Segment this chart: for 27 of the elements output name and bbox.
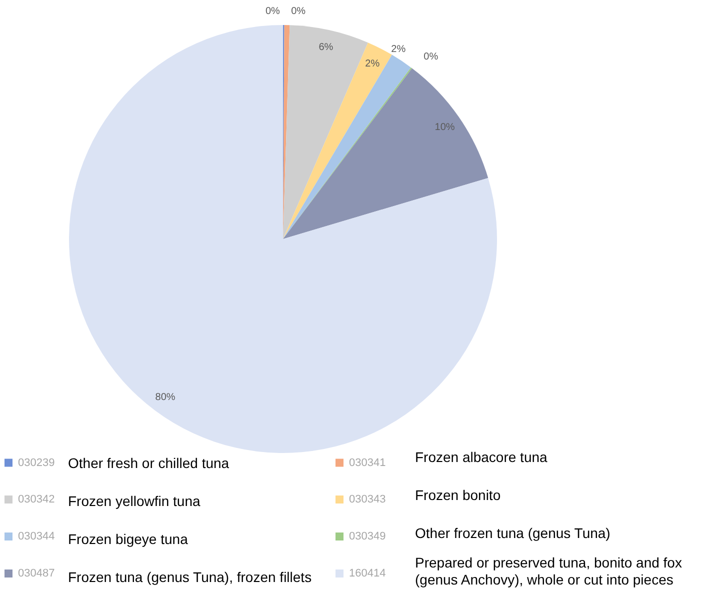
legend-label: 030341 <box>349 456 386 469</box>
data-label: 10% <box>434 122 455 133</box>
pie-slice <box>69 25 497 453</box>
pie-slice <box>283 68 488 239</box>
legend-label: 030342 <box>18 494 55 506</box>
legend-label: 030344 <box>18 530 55 542</box>
data-label: 2% <box>391 44 406 56</box>
legend-label: 030487 <box>18 568 55 580</box>
text: Frozen tuna (genus Tuna), frozen fillets <box>68 569 312 585</box>
text: Frozen yellowfin tuna <box>68 493 201 509</box>
data-label: 0% <box>424 52 438 63</box>
text: Other frozen tuna (genus Tuna) <box>415 525 610 541</box>
text: Frozen bonito <box>415 487 501 503</box>
data-label: 0% <box>291 6 306 18</box>
legend-label: 030239 <box>18 456 55 469</box>
data-label: 6% <box>318 42 334 53</box>
legend-label: 030349 <box>349 530 386 542</box>
text: Prepared or preserved tuna, bonito and fox (genus Anchovy), whole or cut into pieces <box>415 554 682 588</box>
data-label: 80% <box>155 392 176 403</box>
text: Other fresh or chilled tuna <box>68 455 230 471</box>
data-label: 0% <box>265 6 280 17</box>
pie-slice <box>283 42 392 239</box>
legend-label: 030343 <box>349 494 386 506</box>
text: Frozen bigeye tuna <box>68 531 188 547</box>
text: Frozen albacore tuna <box>415 449 548 465</box>
data-label: 2% <box>365 58 380 70</box>
legend-label: 160414 <box>349 568 386 580</box>
